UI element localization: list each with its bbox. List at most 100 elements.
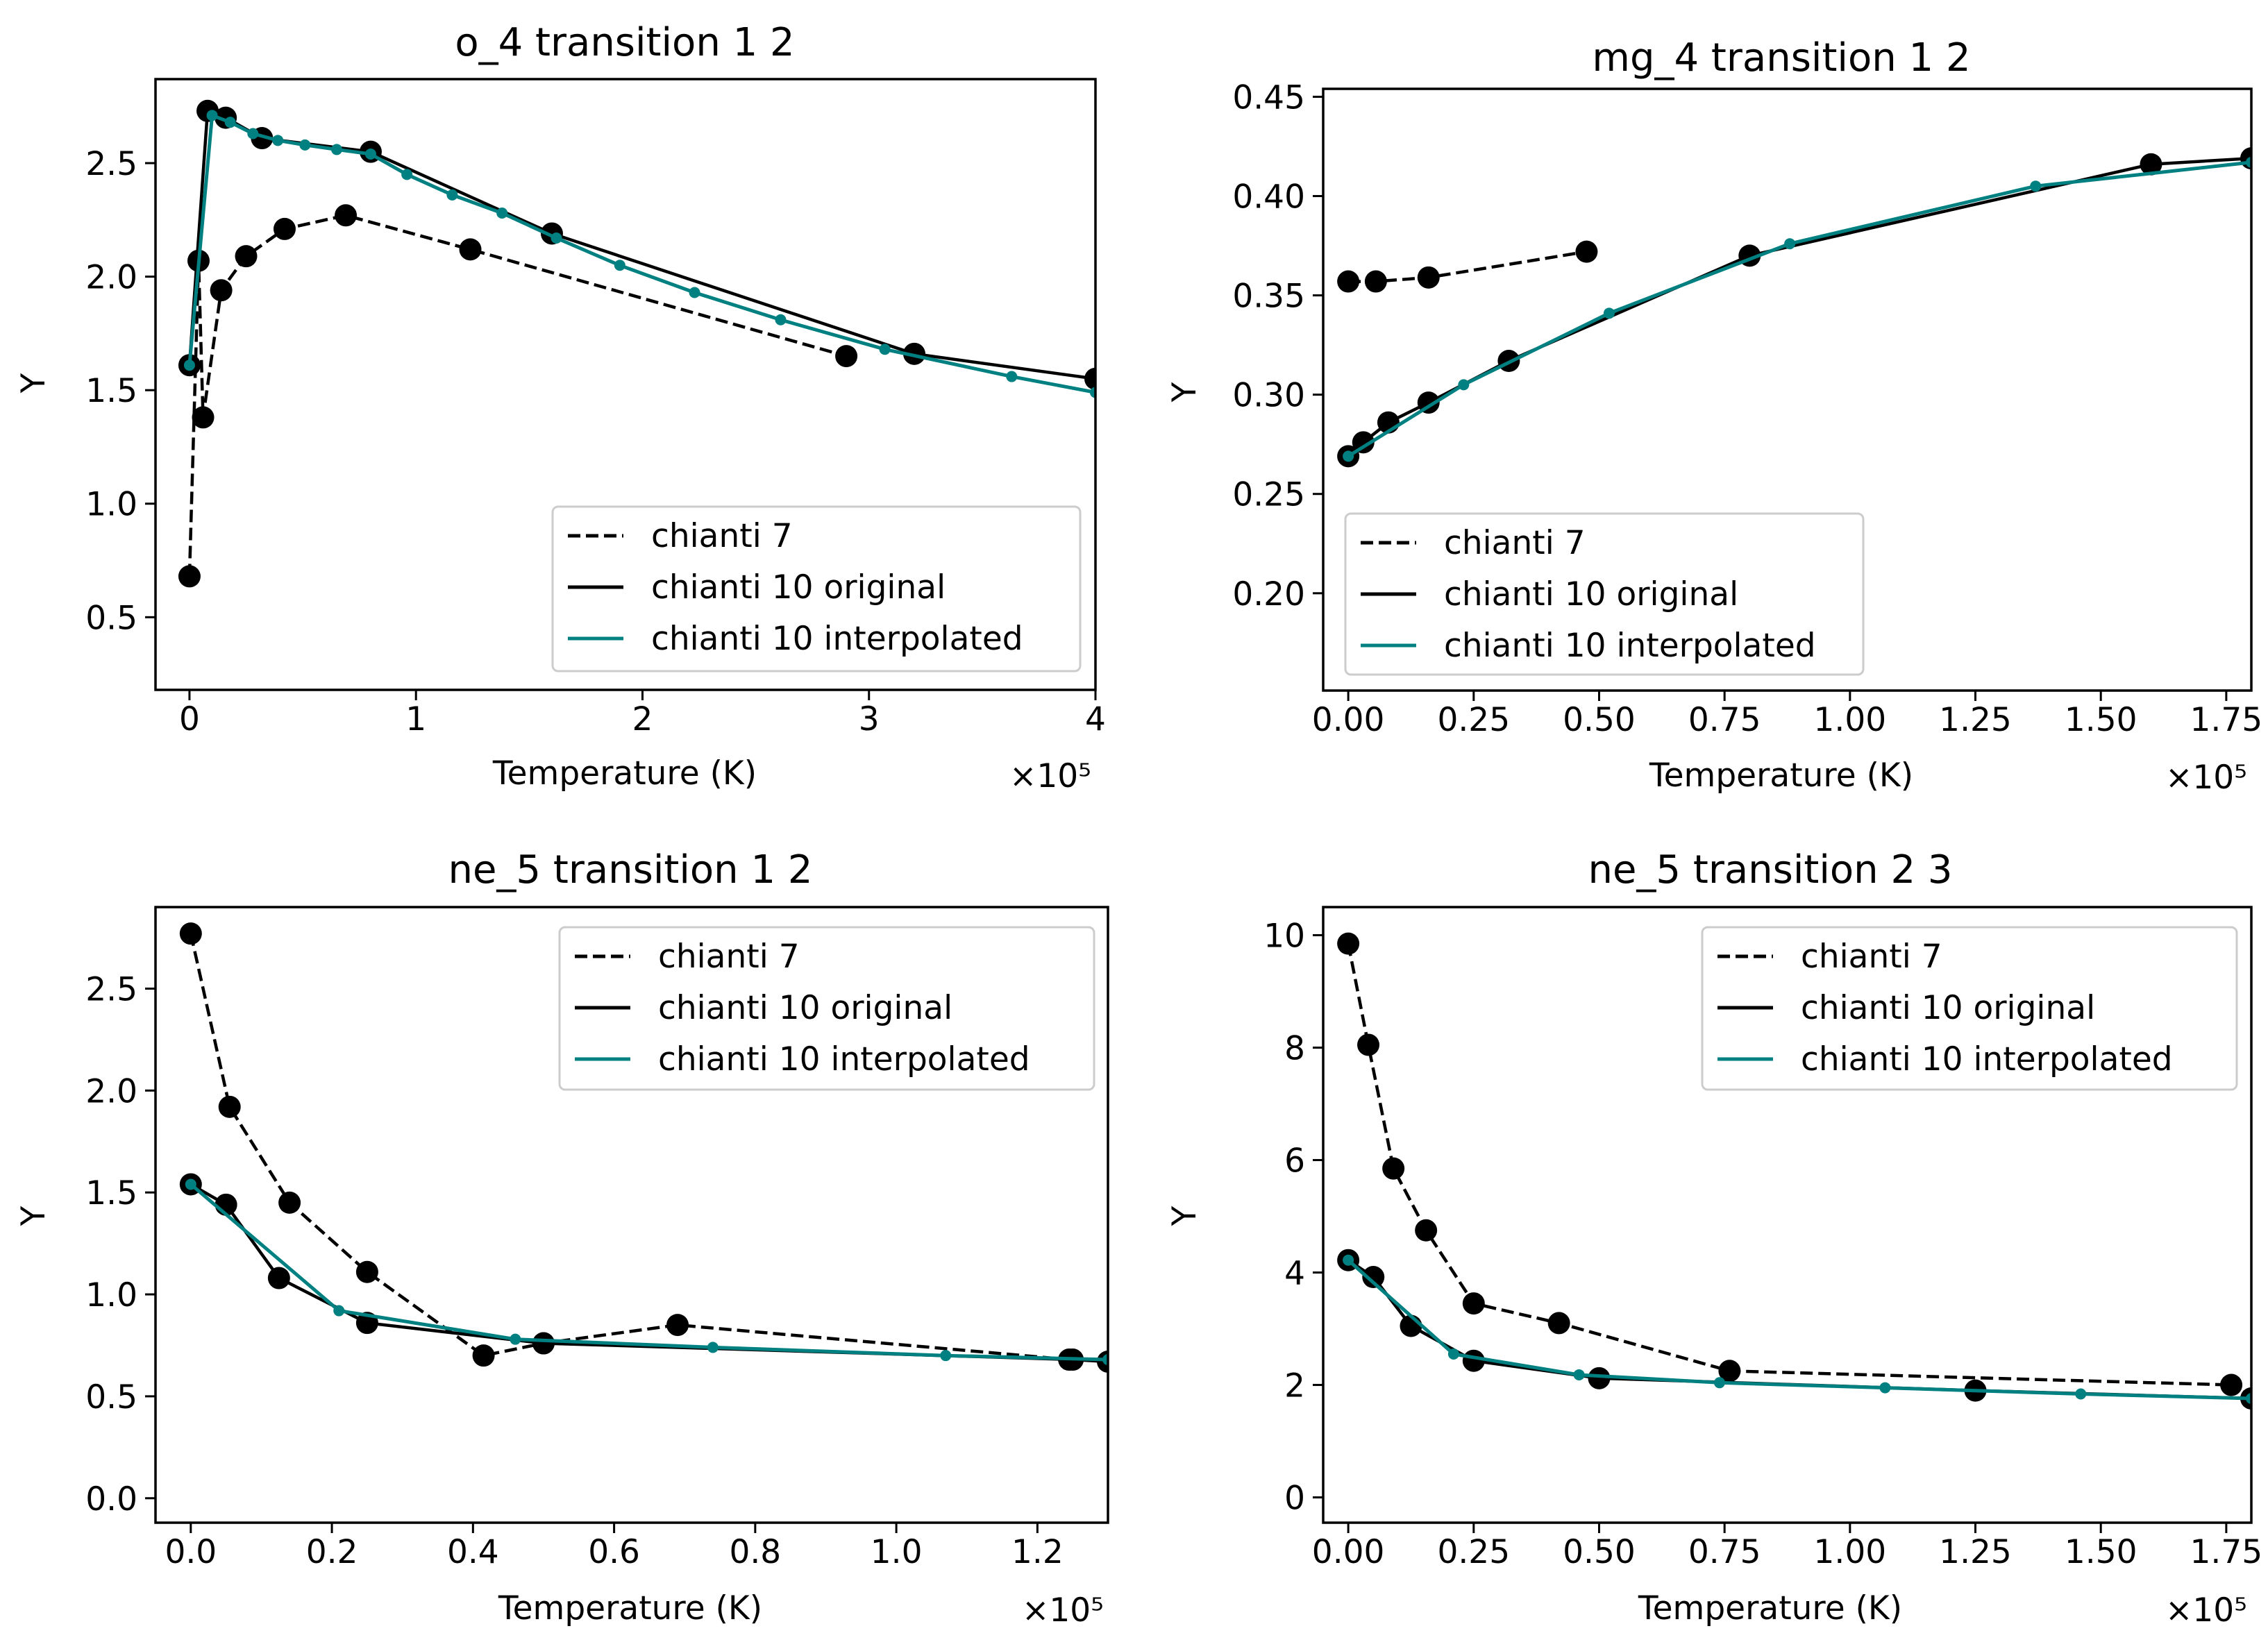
x-offset-label: ×10⁵	[1022, 1591, 1104, 1630]
data-point-0	[335, 204, 358, 227]
subplot-o4-1-2: o_4 transition 1 2 Temperature (K) Y ×10…	[15, 20, 1106, 795]
data-point-2	[1879, 1382, 1891, 1394]
legend: chianti 7 chianti 10 original chianti 10 i…	[558, 926, 1095, 1091]
data-point-2	[1447, 1348, 1459, 1360]
legend-label-0: chianti 7	[1444, 524, 1586, 562]
data-point-2	[1603, 307, 1615, 319]
data-point-0	[273, 217, 296, 240]
y-axis-label: Y	[1166, 382, 1204, 403]
legend-label-0: chianti 7	[651, 517, 793, 555]
axes-frame	[1322, 87, 2253, 692]
axes-frame	[1322, 906, 2253, 1524]
x-tick-label: 0.25	[1437, 1533, 1510, 1571]
data-point-2	[224, 117, 236, 128]
legend: chianti 7 chianti 10 original chianti 10 i…	[1701, 926, 2238, 1091]
y-tick-label: 0.45	[1232, 78, 1305, 117]
data-point-2	[879, 344, 891, 355]
x-tick-label: 0.4	[447, 1533, 499, 1571]
y-tick-label: 0.0	[85, 1480, 137, 1519]
data-point-0	[235, 245, 258, 268]
data-point-2	[614, 260, 625, 271]
data-point-0	[210, 279, 233, 302]
x-tick-label: 0.25	[1437, 701, 1510, 739]
data-point-1	[1362, 1266, 1385, 1289]
data-point-2	[272, 135, 284, 146]
x-offset-label: ×10⁵	[2165, 759, 2247, 797]
data-point-2	[364, 148, 376, 160]
data-point-2	[1343, 1254, 1354, 1266]
x-tick-label: 3	[859, 700, 880, 738]
y-tick-label: 0.20	[1232, 575, 1305, 614]
series-line-0	[1346, 943, 2232, 1387]
legend-label-2: chianti 10 interpolated	[1801, 1040, 2173, 1079]
x-tick-label: 0.75	[1688, 701, 1761, 739]
data-point-0	[472, 1344, 495, 1367]
legend-frame	[551, 505, 1082, 673]
x-tick-label: 0.8	[729, 1533, 781, 1571]
data-point-2	[1343, 450, 1354, 462]
data-point-0	[1547, 1312, 1570, 1335]
data-point-1	[1352, 431, 1375, 454]
x-tick-label: 1.2	[1011, 1533, 1064, 1571]
data-point-0	[1417, 266, 1440, 289]
data-point-2	[331, 144, 343, 155]
data-point-0	[2220, 1373, 2243, 1396]
x-tick-label: 1.0	[871, 1533, 923, 1571]
data-point-0	[1718, 1360, 1741, 1382]
legend-frame	[1701, 926, 2238, 1091]
data-point-0	[666, 1314, 689, 1337]
y-tick-label: 0.5	[85, 599, 137, 637]
data-point-1	[1588, 1367, 1611, 1389]
x-tick-label: 0.00	[1312, 701, 1385, 739]
y-tick-label: 0.35	[1232, 278, 1305, 316]
x-offset-label: ×10⁵	[2165, 1591, 2247, 1630]
y-tick-label: 2.5	[85, 145, 137, 183]
y-tick-label: 0.5	[85, 1378, 137, 1417]
x-offset-label: ×10⁵	[1009, 757, 1091, 795]
legend-frame	[558, 926, 1095, 1091]
data-point-1	[267, 1267, 290, 1289]
data-point-2	[2246, 1392, 2251, 1404]
y-tick-label: 1.0	[85, 1276, 137, 1314]
data-point-0	[1357, 1033, 1380, 1056]
data-point-2	[333, 1305, 345, 1317]
x-axis-label: Temperature (K)	[1649, 756, 1913, 795]
x-tick-label: 0.75	[1688, 1533, 1761, 1571]
x-tick-label: 1.00	[1814, 1533, 1887, 1571]
x-axis-label: Temperature (K)	[498, 1589, 762, 1627]
subplot-mg4-1-2: mg_4 transition 1 2 Temperature (K) Y ×1…	[1166, 35, 2262, 797]
data-point-2	[2246, 156, 2251, 168]
data-point-2	[775, 314, 787, 325]
y-tick-label: 2	[1284, 1367, 1305, 1405]
y-tick-label: 10	[1263, 917, 1305, 956]
x-axis-label: Temperature (K)	[492, 754, 757, 793]
data-point-1	[1084, 367, 1095, 390]
x-tick-label: 1.25	[1939, 701, 2012, 739]
data-point-1	[2140, 153, 2162, 176]
data-point-2	[299, 139, 311, 151]
data-point-0	[459, 238, 482, 261]
y-tick-label: 0.30	[1232, 377, 1305, 415]
legend-label-0: chianti 7	[1801, 938, 1942, 976]
y-tick-label: 2.0	[85, 1072, 137, 1110]
data-point-2	[401, 169, 413, 180]
y-tick-label: 6	[1284, 1142, 1305, 1181]
data-point-2	[689, 287, 700, 298]
data-point-0	[1337, 270, 1360, 293]
data-point-2	[206, 110, 218, 121]
y-tick-label: 0	[1284, 1480, 1305, 1518]
x-tick-label: 0.0	[165, 1533, 217, 1571]
subplot-ne5-1-2: ne_5 transition 1 2 Temperature (K) Y ×1…	[15, 847, 1109, 1630]
y-tick-label: 2.5	[85, 970, 137, 1008]
y-tick-label: 8	[1284, 1030, 1305, 1068]
x-tick-label: 4	[1085, 700, 1106, 738]
x-tick-label: 1.50	[2065, 1533, 2137, 1571]
axes-frame	[154, 906, 1109, 1524]
series-line-0	[189, 933, 1070, 1362]
data-point-2	[185, 1178, 196, 1190]
y-axis-label: Y	[15, 1206, 53, 1226]
panel-title: ne_5 transition 2 3	[1588, 847, 1952, 893]
data-point-2	[183, 360, 195, 371]
